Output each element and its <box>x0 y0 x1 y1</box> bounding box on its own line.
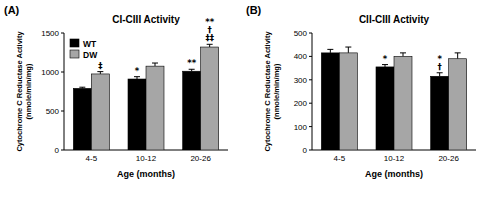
legend-swatch <box>70 39 79 47</box>
error-cap <box>79 87 85 88</box>
error-cap <box>382 64 388 65</box>
bar <box>128 79 146 150</box>
error-cap <box>327 49 333 50</box>
x-tick-label: 10-12 <box>384 154 405 163</box>
error-cap <box>189 69 195 70</box>
error-cap <box>345 47 351 48</box>
plot-marks <box>321 47 466 150</box>
bar <box>201 47 219 150</box>
error-bar <box>97 72 103 74</box>
error-stem <box>403 53 404 57</box>
error-bar <box>437 73 443 77</box>
error-stem <box>457 53 458 59</box>
error-stem <box>330 49 331 53</box>
significance-mark: ‡‡ <box>205 33 214 43</box>
error-stem <box>439 73 440 77</box>
error-bar <box>327 49 333 53</box>
y-tick-label: 100 <box>294 123 308 132</box>
x-axis-label: Age (months) <box>117 169 175 179</box>
y-axis <box>64 33 65 150</box>
y-tick-label: 1000 <box>41 68 59 77</box>
error-cap <box>455 52 461 53</box>
legend-label: WT <box>83 39 97 49</box>
error-cap <box>152 63 158 64</box>
y-axis-label: (nmole/min/mg) <box>24 63 33 119</box>
error-stem <box>348 47 349 53</box>
error-cap <box>400 52 406 53</box>
y-axis-label: (nmole/min/mg) <box>272 63 281 119</box>
y-tick-label: 200 <box>294 99 308 108</box>
y-axis-label: Cytochrome C Reductase Activity <box>263 31 272 152</box>
x-tick-label: 20-26 <box>190 154 211 163</box>
error-bar <box>152 63 158 66</box>
error-bar <box>134 77 140 79</box>
x-tick-label: 10-12 <box>136 154 157 163</box>
y-tick-label: 0 <box>303 146 308 155</box>
x-tick-label: 4-5 <box>334 154 346 163</box>
y-tick-label: 300 <box>294 76 308 85</box>
significance-mark: * <box>383 54 388 64</box>
plot-marks <box>73 44 218 150</box>
legend-label: DW <box>83 50 98 60</box>
error-cap <box>207 44 213 45</box>
chart-panel: (A) CI-CIII Activity Cytochrome C Reductas… <box>4 4 228 179</box>
bar <box>73 88 91 150</box>
error-cap <box>97 71 103 72</box>
bar <box>146 66 164 150</box>
legend: WTDW <box>70 39 98 60</box>
chart-panel: (B) CII-CIII Activity Cytochrome C Reducta… <box>246 4 476 179</box>
figure: (A) CI-CIII Activity Cytochrome C Reductas… <box>0 0 485 200</box>
error-cap <box>134 76 140 77</box>
panel-label: (A) <box>4 4 20 16</box>
x-tick-label: 4-5 <box>86 154 98 163</box>
y-tick-label: 400 <box>294 52 308 61</box>
x-axis-label: Age (months) <box>365 169 423 179</box>
chart-title: CII-CIII Activity <box>359 14 430 25</box>
significance-mark: ‡ <box>98 61 102 71</box>
panel-label: (B) <box>246 4 262 16</box>
bar <box>339 53 357 150</box>
y-axis-label: Cytochrome C Reductase Activity <box>15 31 24 152</box>
y-axis <box>312 33 313 150</box>
bar <box>183 71 201 150</box>
bar <box>449 59 467 150</box>
error-bar <box>400 53 406 57</box>
significance-mark: ** <box>187 58 196 68</box>
bar <box>321 53 339 150</box>
x-tick-label: 20-26 <box>438 154 459 163</box>
significance-mark: † <box>438 62 442 72</box>
bar <box>91 74 109 150</box>
error-bar <box>345 47 351 53</box>
bar <box>431 76 449 150</box>
bar <box>376 67 394 150</box>
chart-title: CI-CIII Activity <box>112 14 180 25</box>
significance-mark: * <box>135 66 140 76</box>
error-bar <box>455 53 461 59</box>
y-tick-label: 500 <box>294 29 308 38</box>
y-tick-label: 0 <box>55 146 60 155</box>
y-tick-label: 500 <box>46 107 60 116</box>
error-bar <box>382 65 388 67</box>
error-bar <box>207 44 213 47</box>
bar <box>394 56 412 150</box>
legend-swatch <box>70 50 79 58</box>
error-cap <box>437 72 443 73</box>
y-tick-label: 1500 <box>41 29 59 38</box>
